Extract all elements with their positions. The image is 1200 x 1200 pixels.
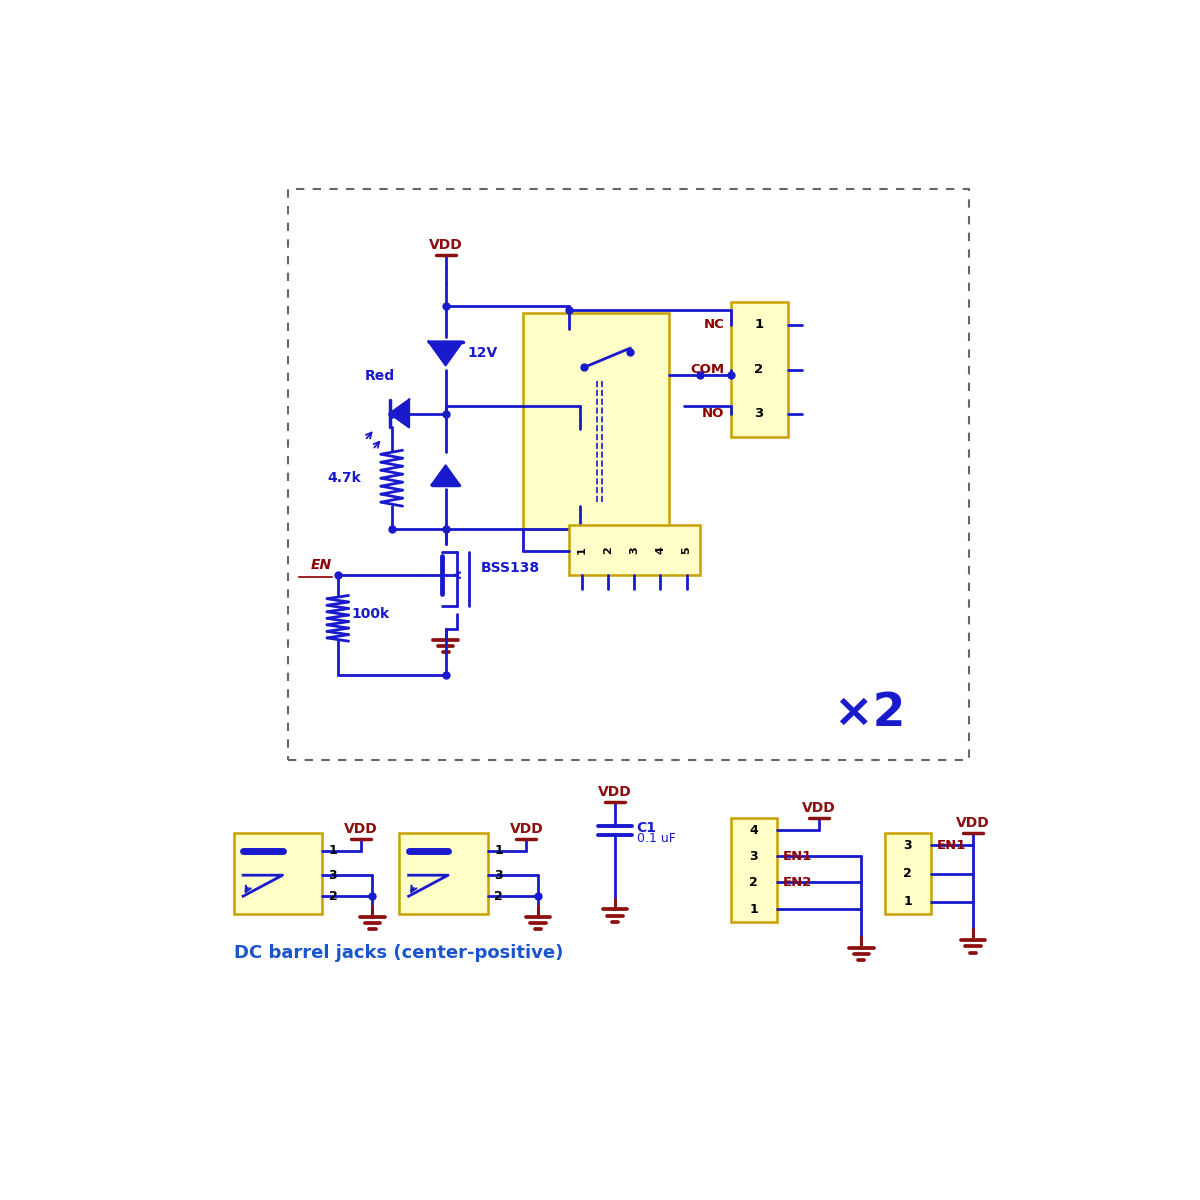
Bar <box>731 302 788 437</box>
Text: 1: 1 <box>329 845 337 858</box>
Text: 4.7k: 4.7k <box>328 472 361 485</box>
Text: 1: 1 <box>577 547 587 554</box>
Text: DC barrel jacks (center-positive): DC barrel jacks (center-positive) <box>234 943 563 961</box>
Text: COM: COM <box>690 364 725 376</box>
Text: 4: 4 <box>655 547 666 554</box>
Text: Red: Red <box>365 368 395 383</box>
Text: 3: 3 <box>904 839 912 852</box>
Text: 1: 1 <box>494 845 503 858</box>
Text: 0.1 uF: 0.1 uF <box>636 832 676 845</box>
Text: 2: 2 <box>904 868 912 880</box>
Polygon shape <box>428 342 462 365</box>
Text: 3: 3 <box>494 869 503 882</box>
Polygon shape <box>432 466 460 485</box>
Text: EN: EN <box>311 558 331 572</box>
Text: VDD: VDD <box>428 238 462 252</box>
Text: 5: 5 <box>682 547 691 554</box>
Bar <box>523 313 668 529</box>
Text: 3: 3 <box>755 407 763 420</box>
Text: 2: 2 <box>755 364 763 376</box>
Text: EN2: EN2 <box>782 876 812 889</box>
Text: 3: 3 <box>749 850 758 863</box>
Bar <box>569 526 700 575</box>
Bar <box>288 188 970 760</box>
Text: C1: C1 <box>636 821 656 835</box>
Text: VDD: VDD <box>598 785 632 798</box>
Text: 12V: 12V <box>467 347 498 360</box>
Text: 2: 2 <box>494 889 503 902</box>
Text: NO: NO <box>702 407 725 420</box>
Text: VDD: VDD <box>344 822 378 835</box>
Text: 1: 1 <box>755 318 763 331</box>
Text: 2: 2 <box>749 876 758 889</box>
Text: ×2: ×2 <box>833 691 905 737</box>
Text: 3: 3 <box>629 547 640 554</box>
Text: EN1: EN1 <box>937 839 966 852</box>
Text: 1: 1 <box>749 902 758 916</box>
Text: 100k: 100k <box>352 607 390 620</box>
Text: 3: 3 <box>329 869 337 882</box>
Text: NC: NC <box>703 318 725 331</box>
Text: VDD: VDD <box>510 822 544 835</box>
Polygon shape <box>390 400 409 427</box>
Bar <box>234 833 323 914</box>
Text: 2: 2 <box>604 547 613 554</box>
Text: VDD: VDD <box>802 800 836 815</box>
Text: 1: 1 <box>904 895 912 908</box>
Text: EN1: EN1 <box>782 850 812 863</box>
Text: BSS138: BSS138 <box>480 560 539 575</box>
Bar <box>400 833 488 914</box>
Text: 4: 4 <box>749 823 758 836</box>
Text: VDD: VDD <box>956 816 990 830</box>
Bar <box>731 817 776 922</box>
Bar <box>884 833 931 914</box>
Text: 2: 2 <box>329 889 337 902</box>
